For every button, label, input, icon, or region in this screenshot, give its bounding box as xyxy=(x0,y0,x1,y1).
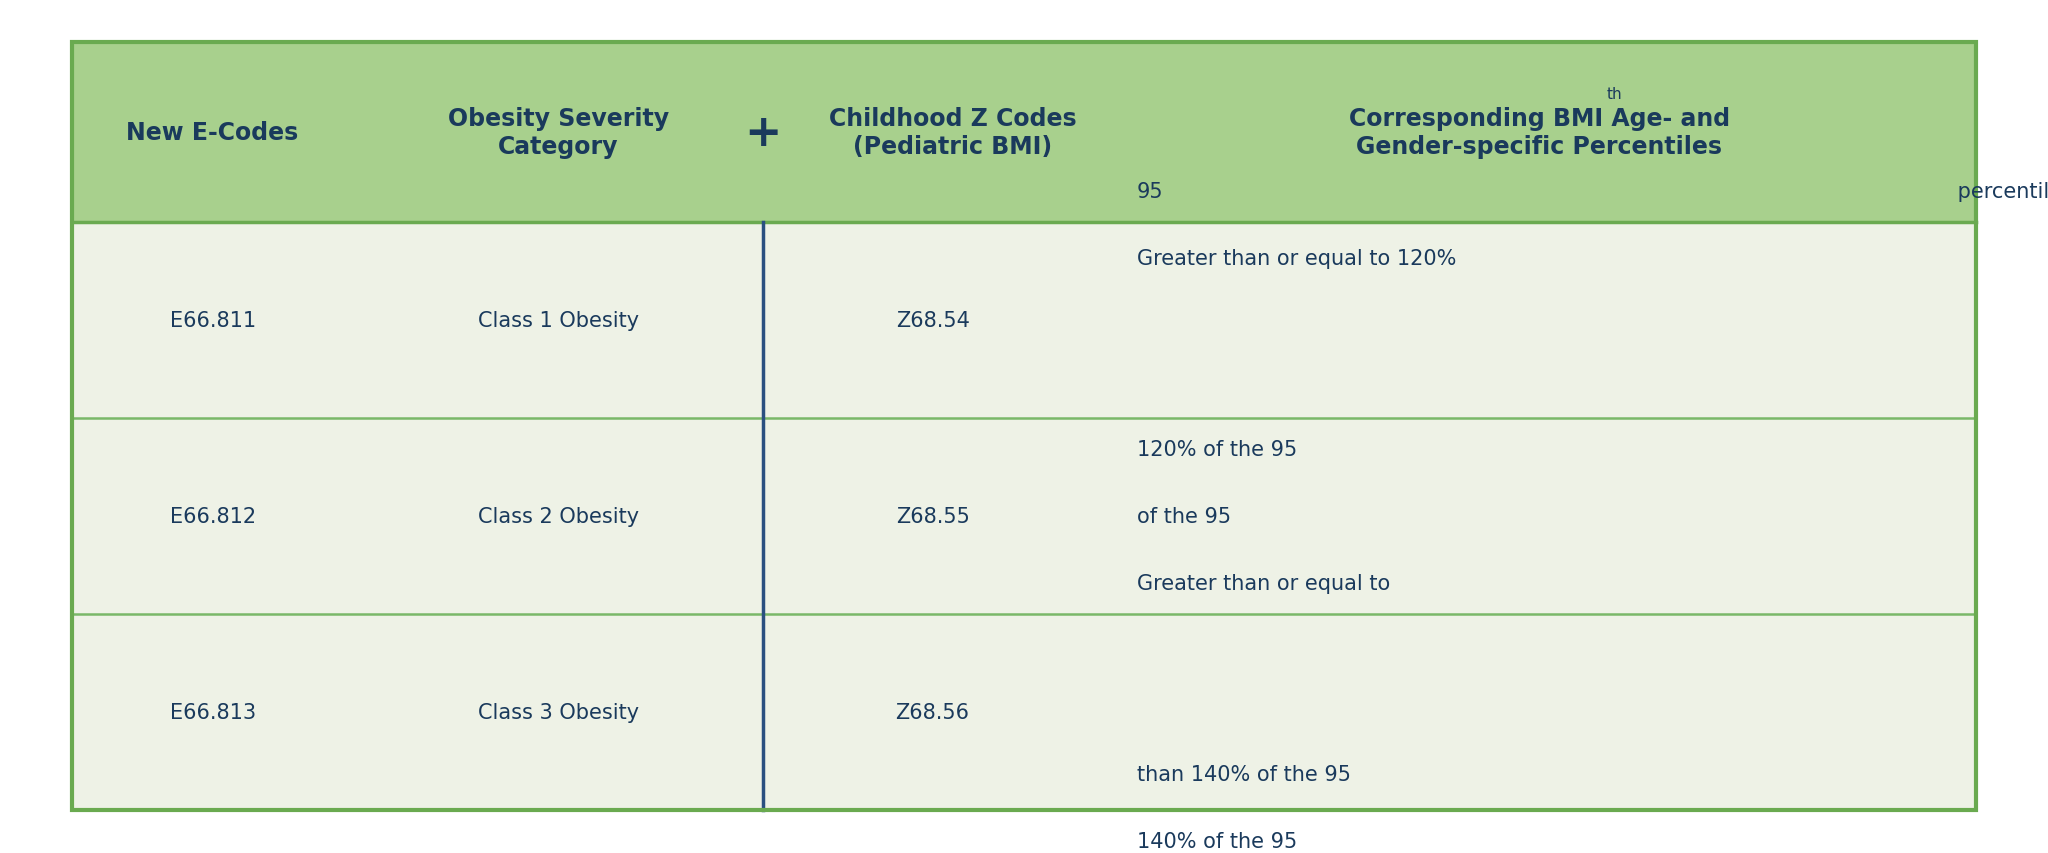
Text: th: th xyxy=(1606,87,1622,102)
Text: E66.811: E66.811 xyxy=(170,311,256,331)
Bar xyxy=(72,419,1976,614)
Text: +: + xyxy=(743,112,782,154)
Text: Z68.56: Z68.56 xyxy=(895,703,969,722)
Text: percentile to less than: percentile to less than xyxy=(1950,182,2048,202)
Text: 95: 95 xyxy=(1137,182,1163,202)
Text: Z68.55: Z68.55 xyxy=(895,507,969,526)
Text: Z68.54: Z68.54 xyxy=(895,311,969,331)
Text: E66.812: E66.812 xyxy=(170,507,256,526)
Text: Class 1 Obesity: Class 1 Obesity xyxy=(477,311,639,331)
Text: 120% of the 95: 120% of the 95 xyxy=(1137,440,1296,460)
Text: Greater than or equal to: Greater than or equal to xyxy=(1137,573,1391,594)
Text: New E-Codes: New E-Codes xyxy=(127,121,299,145)
Bar xyxy=(72,43,1976,223)
Text: Childhood Z Codes
(Pediatric BMI): Childhood Z Codes (Pediatric BMI) xyxy=(829,107,1077,159)
Text: Class 3 Obesity: Class 3 Obesity xyxy=(477,703,639,722)
Text: E66.813: E66.813 xyxy=(170,703,256,722)
Text: of the 95: of the 95 xyxy=(1137,507,1231,526)
Text: than 140% of the 95: than 140% of the 95 xyxy=(1137,764,1352,785)
Text: Class 2 Obesity: Class 2 Obesity xyxy=(477,507,639,526)
Text: Obesity Severity
Category: Obesity Severity Category xyxy=(449,107,670,159)
Bar xyxy=(72,614,1976,810)
Bar xyxy=(72,223,1976,419)
Text: Greater than or equal to 120%: Greater than or equal to 120% xyxy=(1137,249,1456,269)
Text: 140% of the 95: 140% of the 95 xyxy=(1137,832,1296,851)
Text: Corresponding BMI Age- and
Gender-specific Percentiles: Corresponding BMI Age- and Gender-specif… xyxy=(1350,107,1731,159)
